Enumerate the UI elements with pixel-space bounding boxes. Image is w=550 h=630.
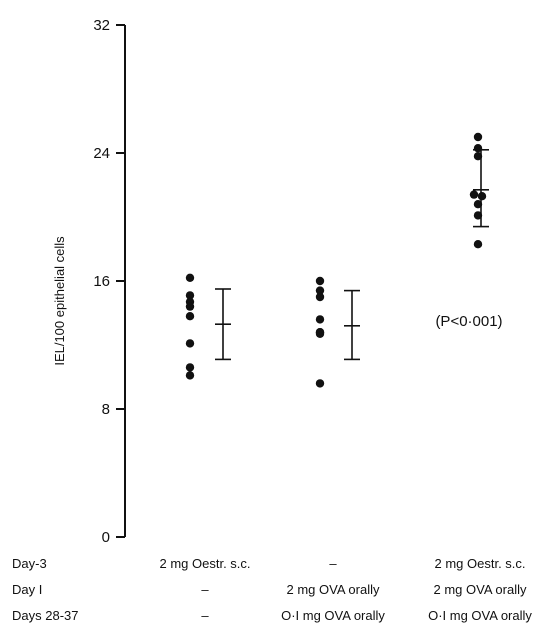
y-axis-title: IEL/100 epithelial cells [52, 236, 67, 366]
treatment-cell: – [201, 582, 209, 597]
treatment-cell: 2 mg OVA orally [287, 582, 380, 597]
group-3 [469, 132, 489, 249]
data-point [469, 190, 479, 199]
group-1 [185, 273, 231, 380]
y-tick-label: 0 [102, 529, 110, 546]
data-point [185, 291, 195, 300]
data-point [185, 371, 195, 380]
treatment-cell: 2 mg Oestr. s.c. [159, 556, 250, 571]
treatment-cell: 2 mg OVA orally [434, 582, 527, 597]
treatment-cell: O·I mg OVA orally [428, 608, 532, 623]
y-tick-label: 32 [93, 17, 110, 34]
data-point [315, 292, 325, 302]
data-point [315, 379, 325, 388]
treatment-cell: 2 mg Oestr. s.c. [434, 556, 525, 571]
data-point [473, 240, 483, 249]
data-point [473, 211, 483, 220]
y-tick-label: 8 [102, 401, 110, 418]
data-point [473, 200, 483, 209]
treatment-cell: O·I mg OVA orally [281, 608, 385, 623]
treatment-table: Day-3 2 mg Oestr. s.c. –2 mg Oestr. s.c.Da… [12, 556, 532, 623]
data-point [473, 132, 483, 142]
data-point [473, 152, 483, 161]
group-2 [315, 276, 360, 388]
treatment-cell: – [201, 608, 209, 623]
data-point [315, 315, 325, 324]
data-point [185, 339, 195, 348]
data-point [185, 312, 195, 321]
treatment-row-label: Day I [12, 582, 42, 597]
data-point [315, 286, 325, 295]
treatment-cell: – [329, 556, 337, 571]
p-value-annotation: (P<0·001) [435, 313, 502, 330]
data-point [315, 276, 325, 286]
treatment-row: Days 28-37 – O·I mg OVA orally O·I mg OVA o… [12, 608, 532, 623]
treatment-row: Day-3 2 mg Oestr. s.c. – 2 mg Oestr. s.c. [12, 556, 526, 571]
data-point [315, 329, 325, 338]
data-point [185, 363, 195, 372]
data-point [185, 302, 195, 311]
data-point [185, 273, 195, 282]
axis-layer: 0 8 16 24 32 IEL/100 epithelial cells [52, 17, 126, 546]
treatment-row: Day I – 2 mg OVA orally 2 mg OVA orally [12, 582, 527, 597]
data-point [477, 192, 487, 201]
y-tick-label: 16 [93, 273, 110, 290]
marks-layer: (P<0·001) [185, 132, 503, 388]
treatment-row-label: Days 28-37 [12, 608, 78, 623]
treatment-row-label: Day-3 [12, 556, 47, 571]
y-tick-label: 24 [93, 145, 110, 162]
